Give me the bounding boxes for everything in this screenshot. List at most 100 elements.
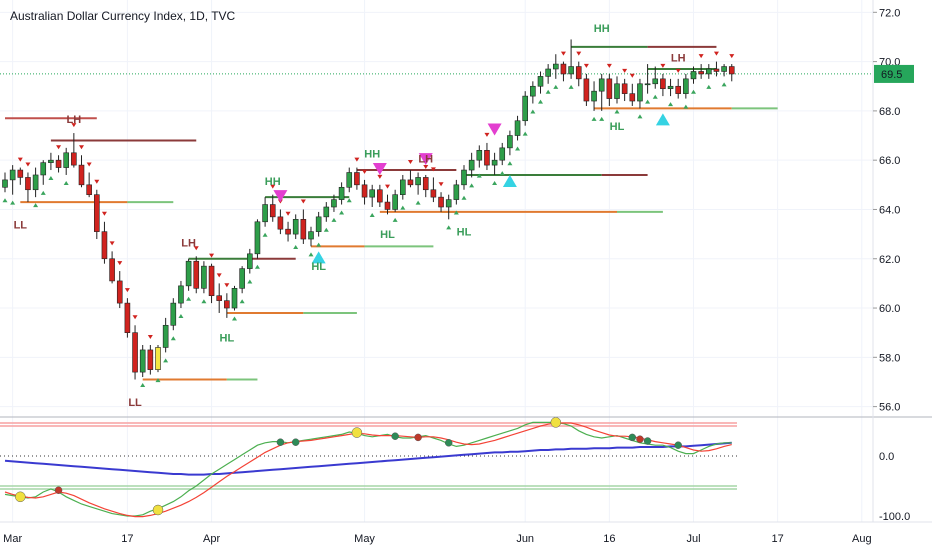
down-tick-marker bbox=[101, 211, 107, 216]
up-tick-marker bbox=[415, 200, 421, 205]
down-tick-marker bbox=[209, 253, 215, 258]
osc-signal-dot bbox=[351, 427, 363, 438]
swing-levels bbox=[0, 45, 873, 381]
time-tick-label: Aug bbox=[852, 533, 872, 545]
candle-body bbox=[48, 159, 54, 163]
down-tick-marker bbox=[423, 164, 429, 169]
candle-body bbox=[461, 169, 467, 186]
down-tick-marker bbox=[354, 157, 360, 162]
candle-body bbox=[430, 189, 437, 198]
candle-body bbox=[484, 150, 490, 166]
up-tick-marker bbox=[568, 84, 574, 89]
candle-body bbox=[78, 164, 85, 186]
time-tick-label: Apr bbox=[203, 533, 220, 545]
candle-body bbox=[652, 78, 659, 85]
candle-body bbox=[415, 177, 421, 186]
down-tick-marker bbox=[675, 68, 681, 73]
osc-signal-dot bbox=[54, 486, 63, 494]
down-tick-marker bbox=[583, 63, 589, 68]
up-tick-marker bbox=[40, 190, 46, 195]
time-tick-label: Jul bbox=[686, 533, 700, 545]
swing-label: HL bbox=[220, 333, 235, 345]
up-tick-marker bbox=[652, 94, 658, 99]
up-tick-marker bbox=[316, 242, 322, 247]
swing-label: LH bbox=[418, 154, 433, 166]
candle-body bbox=[63, 152, 70, 168]
candle-body bbox=[308, 231, 314, 240]
price-tick-label: 72.0 bbox=[879, 7, 900, 19]
swing-label: HL bbox=[380, 229, 395, 241]
time-tick-label: Jun bbox=[516, 533, 534, 545]
price-tick-label: 68.0 bbox=[879, 106, 900, 118]
swing-label: HH bbox=[265, 176, 281, 188]
candle-body bbox=[530, 85, 536, 97]
candle-body bbox=[583, 78, 590, 102]
down-tick-marker bbox=[124, 288, 130, 293]
candle-body bbox=[224, 300, 230, 309]
candle-body bbox=[369, 189, 376, 198]
up-tick-marker bbox=[140, 383, 146, 388]
candle-body bbox=[338, 186, 345, 200]
up-tick-marker bbox=[239, 299, 245, 304]
price-tick-label: 60.0 bbox=[879, 303, 900, 315]
up-tick-marker bbox=[308, 252, 314, 257]
down-tick-marker bbox=[660, 63, 666, 68]
candle-body bbox=[185, 260, 192, 287]
chart-title: Australian Dollar Currency Index, 1D, TV… bbox=[10, 9, 236, 23]
down-tick-marker bbox=[193, 246, 199, 251]
up-tick-marker bbox=[599, 116, 605, 121]
up-tick-marker bbox=[178, 314, 184, 319]
up-tick-marker bbox=[293, 245, 299, 250]
up-tick-marker bbox=[346, 198, 352, 203]
down-tick-marker bbox=[300, 199, 306, 204]
up-tick-marker bbox=[2, 198, 8, 203]
swing-label: HH bbox=[364, 149, 380, 161]
up-tick-marker bbox=[63, 180, 69, 185]
candle-body bbox=[354, 172, 360, 186]
candle-body bbox=[269, 204, 276, 218]
candle-body bbox=[507, 135, 513, 149]
candle-body bbox=[86, 184, 92, 195]
candle-body bbox=[637, 83, 643, 102]
down-tick-marker bbox=[109, 241, 115, 246]
candle-body bbox=[675, 85, 682, 94]
up-tick-marker bbox=[163, 358, 169, 363]
candle-body bbox=[705, 68, 712, 75]
up-tick-marker bbox=[591, 116, 597, 121]
candle-body bbox=[277, 216, 284, 230]
down-tick-marker bbox=[729, 54, 735, 59]
up-tick-marker bbox=[48, 176, 54, 181]
osc-signal-dot bbox=[643, 437, 652, 445]
candle-body bbox=[71, 152, 77, 166]
candle-body bbox=[499, 147, 506, 161]
up-tick-marker bbox=[10, 200, 16, 205]
candle-body bbox=[621, 83, 628, 94]
candle-body bbox=[491, 159, 498, 166]
candle-body bbox=[721, 66, 727, 72]
signal-marks: LL LH LL LH HL HH HL HH HL LH HL HH HL LH bbox=[2, 23, 735, 409]
candle-body bbox=[728, 66, 735, 75]
candle-body bbox=[25, 177, 31, 191]
up-tick-marker bbox=[33, 203, 39, 208]
candle-body bbox=[254, 221, 261, 255]
osc-signal-dot bbox=[391, 432, 399, 440]
candle-body bbox=[438, 196, 444, 208]
candle-body bbox=[231, 288, 238, 309]
price-tick-label: 58.0 bbox=[879, 352, 900, 364]
up-tick-marker bbox=[545, 89, 551, 94]
buy-triangle bbox=[502, 174, 517, 187]
osc-fast-line bbox=[4, 421, 732, 517]
up-tick-marker bbox=[369, 213, 375, 217]
down-tick-marker bbox=[270, 184, 276, 189]
candle-body bbox=[109, 258, 115, 282]
swing-label: LH bbox=[671, 53, 686, 65]
down-tick-marker bbox=[86, 162, 92, 167]
candle-body bbox=[468, 159, 475, 171]
up-tick-marker bbox=[392, 217, 398, 222]
candle-body bbox=[239, 268, 245, 289]
swing-label: LH bbox=[67, 114, 82, 126]
swing-label: LH bbox=[181, 237, 196, 249]
